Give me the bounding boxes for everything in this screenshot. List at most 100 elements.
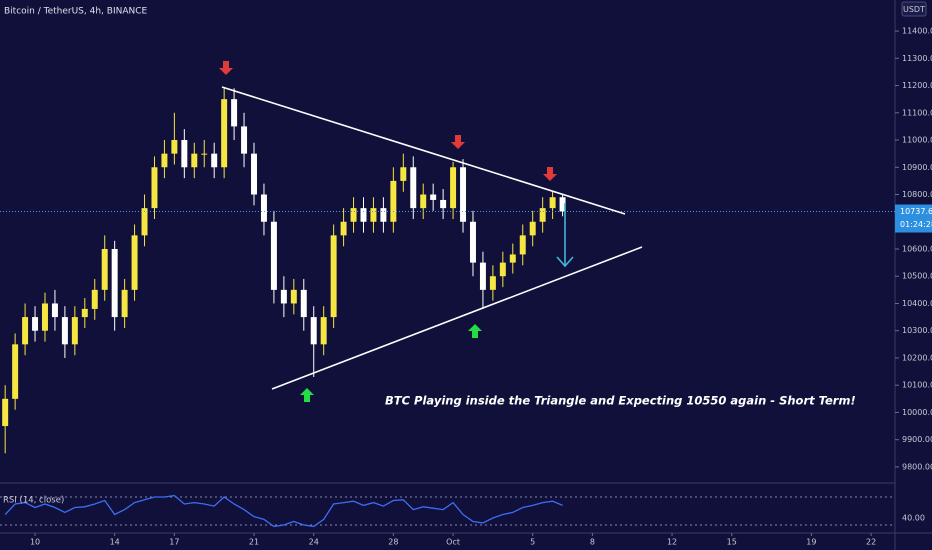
candle-body: [201, 153, 208, 155]
last-price-box: [895, 204, 932, 233]
candle-body: [350, 208, 357, 222]
x-tick-label: 10: [30, 538, 40, 547]
up-arrow: [300, 388, 314, 402]
y-tick-label: 9900.00: [902, 435, 932, 444]
candle-body: [509, 254, 516, 263]
candle-body: [241, 126, 248, 154]
candle-body: [430, 194, 437, 200]
candle-body: [539, 208, 546, 222]
target-arrow: [556, 203, 574, 268]
candle-body: [340, 221, 347, 236]
y-tick-label: 10500.00: [902, 272, 932, 281]
candle-body: [450, 167, 457, 209]
candle-body: [191, 153, 198, 168]
candle-body: [171, 140, 178, 154]
up-arrow: [468, 324, 482, 338]
candle-body: [559, 197, 566, 212]
unit-badge: [901, 1, 927, 17]
y-tick-label: 11000.00: [902, 136, 932, 145]
unit-label: USDT: [903, 5, 925, 14]
last-price-label: 10737.62: [900, 207, 932, 216]
candle-body: [290, 289, 297, 304]
y-tick-label: 10600.00: [902, 244, 932, 253]
candle-body: [61, 317, 68, 345]
candle-body: [440, 199, 447, 209]
candle-body: [211, 153, 218, 168]
candle-body: [51, 303, 58, 318]
marks: [0, 88, 895, 528]
candle-body: [111, 248, 118, 318]
candle-body: [251, 153, 257, 195]
x-tick-label: 5: [530, 538, 535, 547]
down-arrow: [219, 61, 233, 75]
candle-body: [489, 276, 496, 290]
candle-body: [131, 235, 138, 290]
y-tick-label: 10200.00: [902, 353, 932, 362]
candle-body: [469, 221, 476, 263]
rsi-title: RSI (14, close): [3, 496, 64, 506]
candle-body: [320, 317, 327, 345]
candle-body: [549, 197, 556, 209]
y-tick-label: 10300.00: [902, 326, 932, 335]
candle-body: [161, 153, 168, 168]
candle-body: [330, 235, 337, 318]
candle-body: [479, 262, 486, 290]
candle-body: [2, 398, 9, 427]
candle-body: [529, 221, 536, 236]
x-tick-label: 22: [866, 538, 876, 547]
candle-body: [300, 289, 307, 318]
candle-body: [370, 208, 377, 222]
x-tick-label: 15: [727, 538, 737, 547]
candle-body: [22, 317, 29, 345]
candle-body: [270, 221, 277, 290]
down-arrow: [543, 167, 557, 181]
candle-body: [32, 317, 39, 331]
candle-body: [280, 289, 287, 304]
x-tick-label: 24: [309, 538, 319, 547]
y-tick-label: 10900.00: [902, 163, 932, 172]
candle-body: [221, 99, 228, 168]
candle-body: [141, 208, 148, 236]
y-tick-label: 11400.00: [902, 27, 932, 36]
sell-arrows: [219, 61, 557, 181]
candle-body: [390, 180, 397, 222]
annotation: BTC Playing inside the Triangle and Expe…: [385, 394, 856, 408]
y-tick-label: 11200.00: [902, 81, 932, 90]
x-tick-label: Oct: [446, 538, 460, 547]
candle-body: [499, 262, 506, 277]
candle-body: [91, 289, 98, 309]
candle-body: [310, 317, 317, 345]
candle-body: [81, 308, 88, 318]
candle-body: [380, 208, 387, 222]
candle-body: [71, 317, 78, 345]
y-tick-label: 10400.00: [902, 299, 932, 308]
candle-body: [121, 289, 128, 318]
x-tick-label: 21: [249, 538, 259, 547]
countdown-label: 01:24:28: [900, 220, 932, 229]
rsi-line: [4, 494, 563, 528]
x-tick-label: 28: [388, 538, 398, 547]
candle-body: [260, 194, 267, 222]
candle-body: [460, 167, 467, 222]
candle-body: [420, 194, 427, 209]
candle-body: [151, 167, 158, 209]
y-tick-label: 10100.00: [902, 381, 932, 390]
down-arrow: [451, 135, 465, 149]
x-tick-label: 8: [590, 538, 595, 547]
y-tick-label: 9800.00: [902, 462, 932, 471]
y-tick-label: 11300.00: [902, 54, 932, 63]
candle-body: [360, 208, 367, 222]
symbol-title: Bitcoin / TetherUS, 4h, BINANCE: [4, 7, 148, 17]
x-tick-label: 14: [110, 538, 120, 547]
resistance-trendline: [221, 86, 626, 215]
candle-body: [181, 140, 188, 168]
candle-body: [12, 344, 19, 399]
candle-body: [231, 99, 238, 127]
candle-body: [42, 303, 48, 331]
y-tick-label: 11100.00: [902, 108, 932, 117]
candle-body: [410, 167, 417, 209]
candle-body: [400, 167, 407, 181]
buy-arrows: [300, 324, 482, 402]
